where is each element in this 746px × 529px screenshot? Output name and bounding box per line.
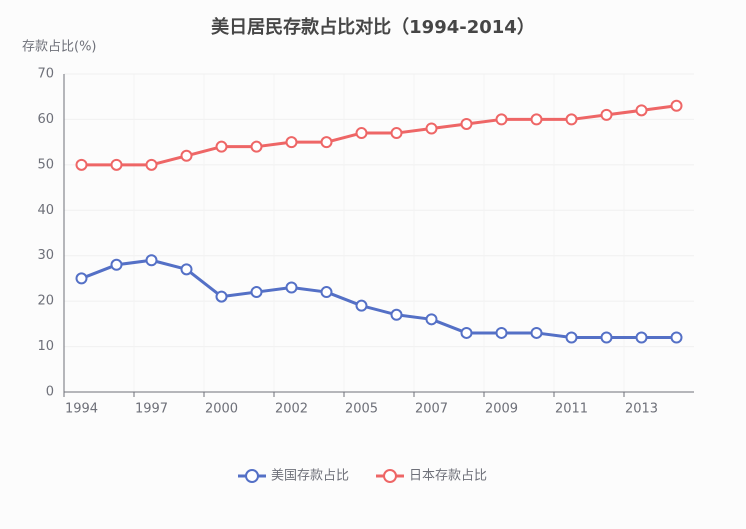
y-tick-label: 0: [46, 385, 54, 400]
point: [75, 158, 88, 171]
x-tick-label: 2007: [415, 402, 448, 417]
point: [390, 127, 403, 140]
point: [110, 258, 123, 271]
point: [460, 117, 473, 130]
point: [425, 122, 438, 135]
point: [600, 108, 613, 121]
y-tick-label: 10: [37, 339, 54, 354]
point: [320, 136, 333, 149]
point: [635, 104, 648, 117]
point: [670, 331, 683, 344]
point: [75, 272, 88, 285]
point: [495, 113, 508, 126]
point: [355, 299, 368, 312]
point: [565, 113, 578, 126]
x-tick-label: 2013: [625, 402, 658, 417]
point: [110, 158, 123, 171]
point: [215, 290, 228, 303]
point: [285, 136, 298, 149]
legend-marker: [245, 469, 259, 483]
x-tick-label: 1994: [65, 402, 98, 417]
point: [390, 308, 403, 321]
point: [250, 286, 263, 299]
point: [180, 263, 193, 276]
point: [670, 99, 683, 112]
point: [530, 113, 543, 126]
x-tick-label: 2005: [345, 402, 378, 417]
x-tick-label: 2009: [485, 402, 518, 417]
point: [565, 331, 578, 344]
x-tick-label: 2002: [275, 402, 308, 417]
point: [355, 127, 368, 140]
point: [180, 149, 193, 162]
point: [250, 140, 263, 153]
y-tick-label: 20: [37, 294, 54, 309]
point: [145, 254, 158, 267]
point: [425, 313, 438, 326]
point: [285, 281, 298, 294]
y-tick-label: 70: [37, 67, 54, 82]
point: [635, 331, 648, 344]
y-tick-label: 30: [37, 248, 54, 263]
point: [460, 326, 473, 339]
line: [81, 104, 677, 167]
legend-marker: [383, 469, 397, 483]
x-tick-label: 2011: [555, 402, 588, 417]
x-tick-label: 2000: [205, 402, 238, 417]
y-tick-label: 50: [37, 157, 54, 172]
y-tick-label: 60: [37, 112, 54, 127]
legend-label: 日本存款占比: [409, 469, 487, 484]
point: [145, 158, 158, 171]
y-tick-label: 40: [37, 203, 54, 218]
point: [530, 326, 543, 339]
point: [215, 140, 228, 153]
legend-label: 美国存款占比: [271, 469, 349, 484]
x-tick-label: 1997: [135, 402, 168, 417]
point: [600, 331, 613, 344]
line: [80, 258, 677, 339]
y-axis-label: 存款占比(%): [22, 40, 97, 55]
chart-title: 美日居民存款占比对比（1994-2014）: [211, 16, 535, 38]
point: [320, 286, 333, 299]
point: [495, 326, 508, 339]
